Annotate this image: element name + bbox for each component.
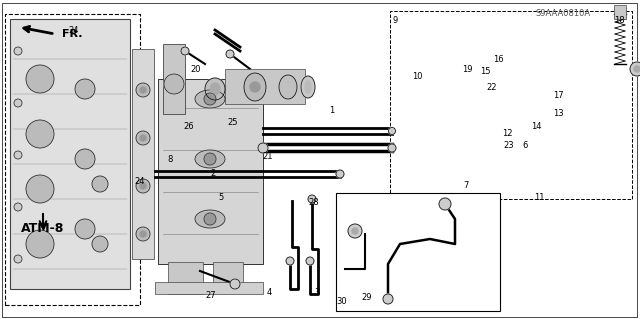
Ellipse shape	[195, 150, 225, 168]
Text: 20: 20	[190, 65, 200, 74]
Circle shape	[250, 82, 260, 92]
Text: 5: 5	[218, 193, 223, 202]
Text: 13: 13	[554, 109, 564, 118]
Circle shape	[92, 236, 108, 252]
Ellipse shape	[195, 90, 225, 108]
Text: 8: 8	[167, 155, 172, 164]
Circle shape	[26, 175, 54, 203]
Circle shape	[230, 279, 240, 289]
Text: 25: 25	[227, 118, 237, 127]
Text: 1: 1	[329, 106, 334, 115]
Text: 6: 6	[522, 141, 527, 150]
Text: 19: 19	[462, 65, 472, 74]
Circle shape	[352, 228, 358, 234]
Text: 29: 29	[362, 293, 372, 302]
Text: 9: 9	[393, 16, 398, 25]
Bar	[10, 19, 130, 289]
Text: 4: 4	[266, 288, 271, 297]
Circle shape	[14, 151, 22, 159]
Text: 26: 26	[184, 122, 194, 131]
Text: 24: 24	[68, 26, 79, 35]
Circle shape	[306, 257, 314, 265]
Bar	[5, 14, 140, 305]
Circle shape	[26, 65, 54, 93]
Circle shape	[348, 224, 362, 238]
Circle shape	[204, 153, 216, 165]
Bar	[336, 193, 500, 311]
Circle shape	[75, 149, 95, 169]
Text: 22: 22	[486, 83, 497, 92]
Circle shape	[14, 47, 22, 55]
Text: 30: 30	[336, 297, 346, 306]
Text: FR.: FR.	[62, 29, 83, 39]
Circle shape	[140, 135, 146, 141]
Circle shape	[136, 179, 150, 193]
Bar	[158, 79, 263, 264]
Circle shape	[439, 198, 451, 210]
Bar	[614, 5, 626, 19]
Circle shape	[164, 74, 184, 94]
Circle shape	[14, 99, 22, 107]
Circle shape	[336, 170, 344, 178]
Text: 16: 16	[493, 56, 503, 64]
Ellipse shape	[279, 75, 297, 99]
Text: 27: 27	[206, 291, 216, 300]
Ellipse shape	[195, 210, 225, 228]
Circle shape	[388, 128, 396, 135]
Circle shape	[308, 195, 316, 203]
Text: 11: 11	[534, 193, 545, 202]
Circle shape	[204, 213, 216, 225]
Bar	[213, 262, 243, 292]
Circle shape	[136, 131, 150, 145]
Circle shape	[14, 255, 22, 263]
Circle shape	[204, 93, 216, 105]
Text: 7: 7	[463, 181, 468, 190]
Circle shape	[286, 257, 294, 265]
Text: 21: 21	[262, 152, 273, 161]
Ellipse shape	[205, 78, 225, 100]
Text: 18: 18	[614, 16, 625, 25]
Ellipse shape	[210, 83, 220, 95]
Text: 12: 12	[502, 129, 513, 138]
Bar	[168, 262, 203, 294]
Circle shape	[75, 79, 95, 99]
Bar	[225, 69, 305, 104]
Circle shape	[75, 219, 95, 239]
Text: 23: 23	[504, 141, 514, 150]
Circle shape	[630, 62, 640, 76]
Text: S9AAA0810A: S9AAA0810A	[536, 10, 591, 19]
Circle shape	[140, 87, 146, 93]
Circle shape	[258, 143, 268, 153]
Bar	[163, 44, 185, 114]
Text: 2: 2	[211, 169, 216, 178]
Circle shape	[388, 144, 396, 152]
Ellipse shape	[301, 76, 315, 98]
Text: 15: 15	[480, 67, 490, 76]
Text: 10: 10	[412, 72, 422, 81]
Text: ATM-8: ATM-8	[21, 222, 65, 235]
Circle shape	[181, 47, 189, 55]
Circle shape	[140, 231, 146, 237]
Circle shape	[26, 230, 54, 258]
Ellipse shape	[305, 81, 311, 93]
Circle shape	[92, 176, 108, 192]
Ellipse shape	[244, 73, 266, 101]
Circle shape	[383, 294, 393, 304]
Circle shape	[26, 120, 54, 148]
Circle shape	[136, 227, 150, 241]
Text: 24: 24	[134, 177, 145, 186]
Circle shape	[14, 203, 22, 211]
Circle shape	[226, 50, 234, 58]
Bar	[390, 11, 632, 199]
Circle shape	[634, 66, 640, 72]
Text: 3: 3	[314, 288, 319, 297]
Text: 17: 17	[554, 91, 564, 100]
Circle shape	[140, 183, 146, 189]
Bar	[155, 282, 263, 294]
Circle shape	[136, 83, 150, 97]
Text: 14: 14	[531, 122, 541, 130]
Text: 28: 28	[308, 198, 319, 207]
Bar	[132, 49, 154, 259]
